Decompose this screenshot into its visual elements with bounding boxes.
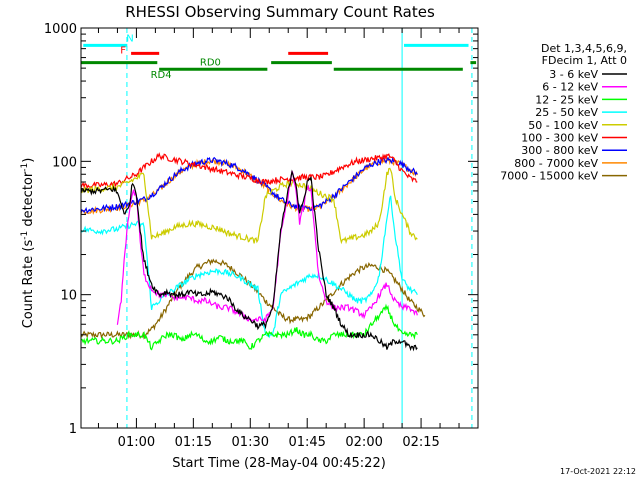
plot-area: NF RD0 RD4 1 10 100 1000 01:00 01:15 01:30 01:45 02… bbox=[44, 22, 627, 450]
series-line-8 bbox=[81, 258, 426, 340]
legend-header-line-1: Det 1,3,4,5,6,9, bbox=[541, 42, 627, 55]
legend-label-7: 800 - 7000 keV bbox=[514, 157, 598, 170]
flag-label-f: F bbox=[120, 45, 126, 56]
footer-timestamp: 17-Oct-2021 22:12 bbox=[560, 467, 636, 476]
legend-label-4: 50 - 100 keV bbox=[528, 119, 598, 132]
y-axis-label-sup1: -1 bbox=[20, 231, 30, 240]
y-axis-label: Count Rate (s-1 detector-1) bbox=[20, 158, 36, 329]
x-tick-label-1: 01:15 bbox=[175, 435, 212, 450]
y-axis-label-main: Count Rate (s bbox=[21, 240, 36, 329]
x-axis-label: Start Time (28-May-04 00:45:22) bbox=[172, 456, 386, 471]
flag-label-rd0: RD0 bbox=[200, 58, 221, 69]
series-line-7 bbox=[81, 156, 418, 216]
legend-label-3: 25 - 50 keV bbox=[535, 106, 598, 119]
chart-title: RHESSI Observing Summary Count Rates bbox=[125, 3, 435, 21]
legend-label-6: 300 - 800 keV bbox=[521, 144, 598, 157]
series-line-4 bbox=[81, 167, 418, 245]
x-tick-label-3: 01:45 bbox=[288, 435, 325, 450]
y-axis-label-close: ) bbox=[21, 158, 36, 163]
legend-label-5: 100 - 300 keV bbox=[521, 132, 598, 145]
legend-label-2: 12 - 25 keV bbox=[535, 93, 598, 106]
y-axis-label-tail: detector bbox=[21, 171, 36, 231]
legend-label-1: 6 - 12 keV bbox=[542, 81, 598, 94]
y-tick-label-3: 1000 bbox=[44, 22, 77, 37]
legend-label-8: 7000 - 15000 keV bbox=[500, 170, 598, 183]
x-tick-label-4: 02:00 bbox=[345, 435, 382, 450]
legend-header-line-2: FDecim 1, Att 0 bbox=[542, 54, 627, 67]
y-axis-label-sup2: -1 bbox=[20, 163, 30, 172]
y-tick-label-1: 10 bbox=[60, 289, 77, 304]
flag-label-n: N bbox=[126, 33, 133, 44]
x-tick-label-0: 01:00 bbox=[118, 435, 155, 450]
series-line-5 bbox=[81, 152, 418, 190]
y-tick-label-2: 100 bbox=[52, 155, 77, 170]
flag-label-rd4: RD4 bbox=[151, 70, 172, 81]
series-line-2 bbox=[81, 303, 418, 351]
x-tick-label-2: 01:30 bbox=[232, 435, 269, 450]
legend-label-0: 3 - 6 keV bbox=[549, 68, 598, 81]
y-tick-label-0: 1 bbox=[69, 422, 77, 437]
plot-frame bbox=[80, 27, 479, 429]
x-tick-label-5: 02:15 bbox=[402, 435, 439, 450]
series-line-0 bbox=[81, 169, 418, 352]
